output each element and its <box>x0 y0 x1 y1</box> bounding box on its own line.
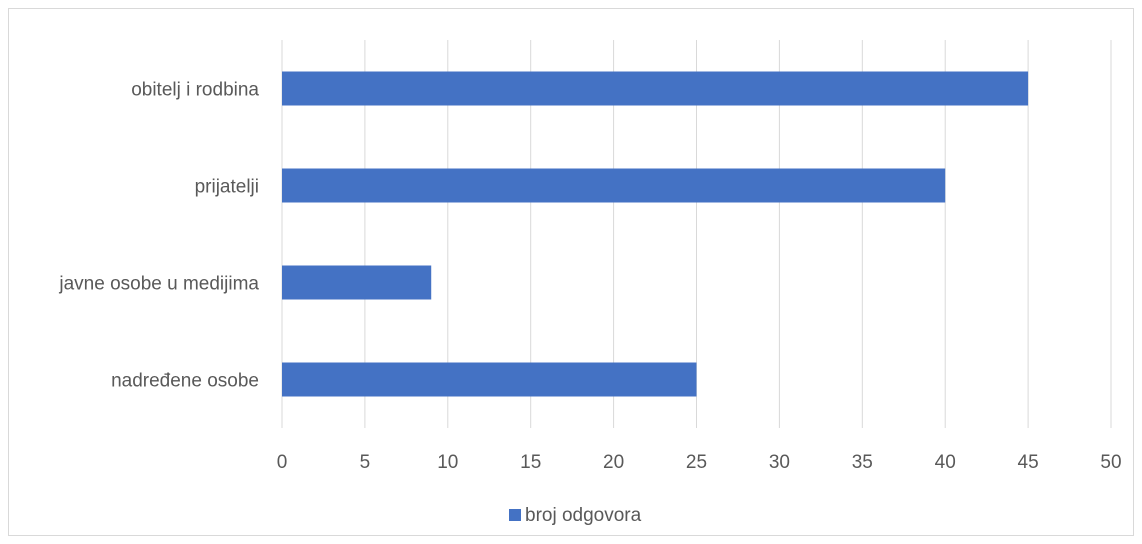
x-tick-labels: 0 5 10 15 20 25 30 35 40 45 50 <box>277 452 1122 473</box>
x-tick-label: 50 <box>1100 452 1121 473</box>
category-label: javne osobe u medijima <box>58 274 259 295</box>
bar <box>282 71 1029 106</box>
x-tick-label: 15 <box>520 452 541 473</box>
x-tick-label: 40 <box>935 452 956 473</box>
x-tick-label: 25 <box>686 452 707 473</box>
category-label: nadređene osobe <box>111 371 259 392</box>
bars <box>282 71 1029 397</box>
x-tick-label: 45 <box>1018 452 1039 473</box>
legend: broj odgovora <box>509 505 642 526</box>
bar <box>282 168 946 203</box>
x-tick-label: 5 <box>360 452 371 473</box>
x-tick-label: 0 <box>277 452 288 473</box>
category-labels: obitelj i rodbina prijatelji javne osobe u… <box>58 80 259 392</box>
category-label: obitelj i rodbina <box>131 80 259 101</box>
x-tick-label: 30 <box>769 452 790 473</box>
x-tick-label: 10 <box>437 452 458 473</box>
bar <box>282 362 697 397</box>
legend-swatch <box>509 509 521 521</box>
x-tick-label: 35 <box>852 452 873 473</box>
legend-label: broj odgovora <box>525 505 642 526</box>
bar <box>282 265 432 300</box>
x-tick-label: 20 <box>603 452 624 473</box>
category-label: prijatelji <box>195 177 259 198</box>
